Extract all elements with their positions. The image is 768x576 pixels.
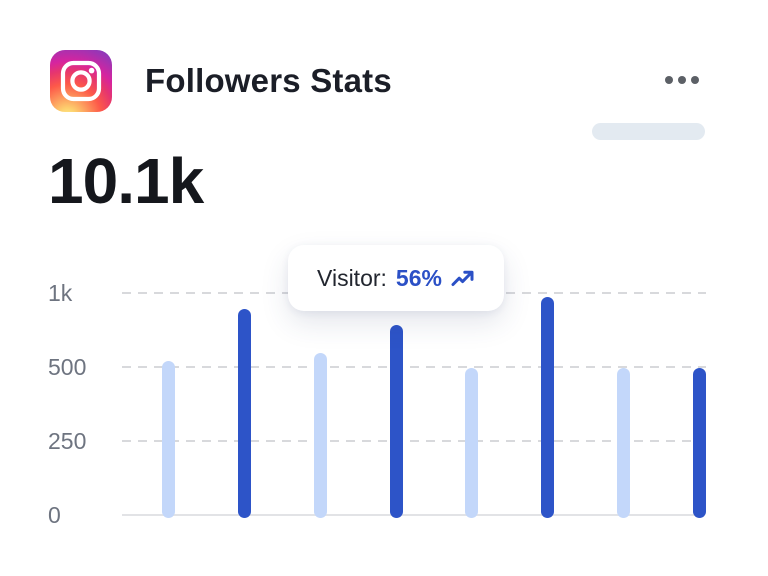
trending-up-icon: [451, 269, 475, 288]
y-axis-tick-500: 500: [48, 353, 87, 380]
chart-bar-4[interactable]: [390, 325, 403, 518]
chart-bar-3[interactable]: [314, 353, 327, 518]
y-axis-tick-0: 0: [48, 501, 61, 528]
visitor-tooltip: Visitor: 56%: [288, 245, 504, 311]
tooltip-label: Visitor:: [317, 264, 387, 291]
gridline-500: [122, 366, 706, 368]
menu-indicator-pill: [592, 123, 705, 140]
chart-bar-6[interactable]: [541, 297, 554, 518]
followers-count: 10.1k: [48, 145, 204, 217]
ellipsis-menu-icon[interactable]: [665, 70, 699, 90]
chart-bar-7[interactable]: [617, 368, 630, 518]
y-axis-tick-1k: 1k: [48, 279, 73, 306]
chart-bar-8[interactable]: [693, 368, 706, 518]
chart-bar-1[interactable]: [162, 361, 175, 518]
gridline-250: [122, 440, 706, 442]
tooltip-value: 56%: [395, 264, 442, 291]
chart-bar-5[interactable]: [465, 368, 478, 518]
page-title: Followers Stats: [145, 62, 392, 99]
chart-bar-2[interactable]: [238, 309, 251, 518]
instagram-icon: [50, 50, 112, 112]
y-axis-tick-250: 250: [48, 427, 87, 454]
x-axis-baseline: [122, 514, 696, 516]
